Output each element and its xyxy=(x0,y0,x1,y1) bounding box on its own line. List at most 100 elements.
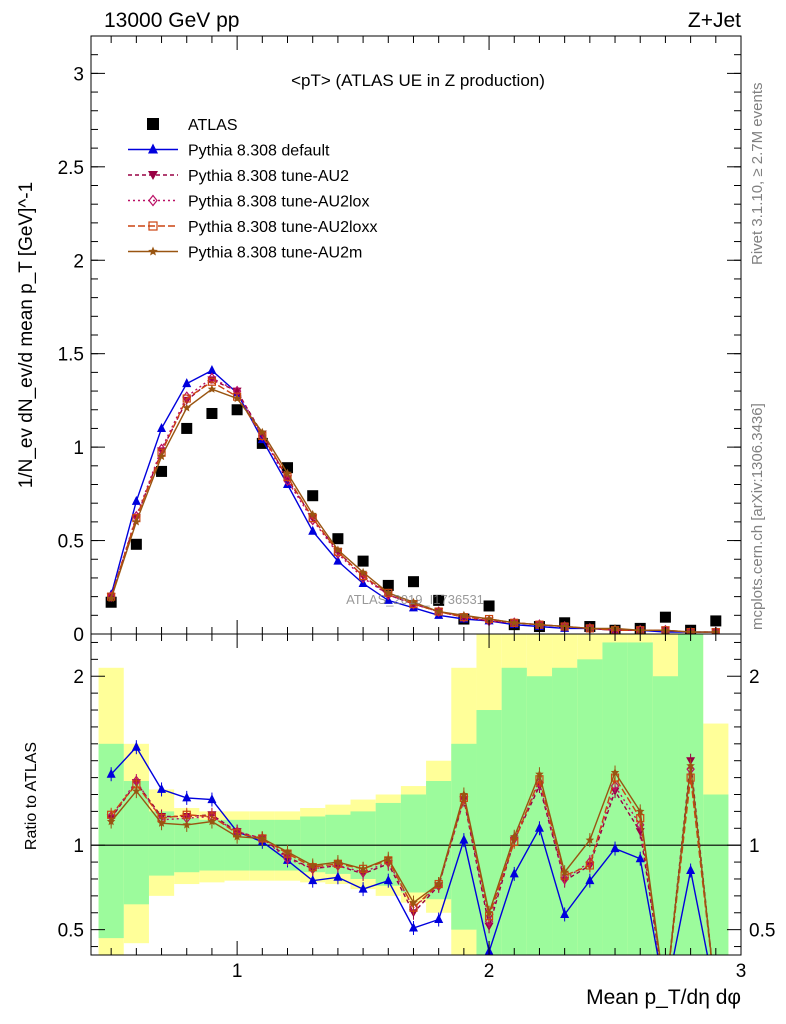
ytick-label: 1.5 xyxy=(58,345,84,366)
ytick-label: 2 xyxy=(73,251,84,272)
xtick-label: 1 xyxy=(232,961,243,982)
legend-label: Pythia 8.308 tune-AU2lox xyxy=(188,194,369,211)
ratio-point xyxy=(509,868,519,878)
data-point xyxy=(560,622,569,631)
ratio-ytick-label-right: 0.5 xyxy=(749,921,775,942)
data-point xyxy=(484,614,494,623)
data-point xyxy=(434,607,443,616)
data-point xyxy=(407,576,419,588)
legend-label: Pythia 8.308 tune-AU2loxx xyxy=(188,219,377,236)
ratio-point xyxy=(434,914,444,924)
legend-entry-pythia-8-308-tune-au2lox: Pythia 8.308 tune-AU2lox xyxy=(128,194,369,211)
ratio-point xyxy=(384,854,393,863)
data-point xyxy=(358,567,368,576)
data-point xyxy=(130,538,142,550)
data-point xyxy=(308,509,317,518)
ratio-plot-area xyxy=(106,740,713,955)
ratio-point xyxy=(459,834,469,844)
data-point xyxy=(132,517,141,526)
ratio-point xyxy=(585,875,595,885)
legend-marker xyxy=(148,143,158,154)
band-1sigma xyxy=(577,659,603,955)
ratio-point xyxy=(333,857,343,866)
ratio-point xyxy=(560,867,569,876)
legend-label: Pythia 8.308 tune-AU2m xyxy=(188,245,362,262)
ratio-point xyxy=(434,879,443,888)
ratio-series-pythia-8-308-tune-au2m xyxy=(106,758,712,955)
ratio-point xyxy=(585,861,594,870)
ratio-point xyxy=(686,773,695,782)
ratio-uncertainty-bands xyxy=(91,634,741,955)
rivet-info-text: Rivet 3.1.10, ≥ 2.7M events xyxy=(749,83,766,266)
main-ylabel: 1/N_ev dN_ev/d mean p_T [GeV]^-1 xyxy=(16,182,37,488)
data-point xyxy=(157,452,166,461)
ratio-point xyxy=(635,806,645,815)
ratio-ytick-label-right: 1 xyxy=(749,836,760,857)
data-point xyxy=(157,422,167,432)
ratio-point xyxy=(610,843,620,853)
ratio-point xyxy=(308,875,318,885)
legend-marker xyxy=(147,118,159,130)
legend-marker xyxy=(148,221,158,231)
legend-label: Pythia 8.308 default xyxy=(188,143,330,160)
data-point xyxy=(357,555,369,567)
data-point xyxy=(535,620,544,629)
mcplots-info-text: mcplots.cern.ch [arXiv:1306.3436] xyxy=(749,403,766,630)
ratio-point xyxy=(333,871,343,881)
ratio-point xyxy=(510,832,519,841)
data-point xyxy=(459,610,469,619)
data-point xyxy=(710,615,722,627)
ratio-point xyxy=(686,865,696,875)
ratio-ytick-label-right: 2 xyxy=(749,667,760,688)
ratio-point xyxy=(585,835,595,844)
ratio-point xyxy=(182,820,191,829)
ytick-label: 0.5 xyxy=(58,532,84,553)
ratio-point xyxy=(106,768,116,778)
process-label: Z+Jet xyxy=(688,9,741,32)
ratio-point xyxy=(686,761,695,770)
data-point xyxy=(283,479,293,488)
ratio-point xyxy=(459,790,469,799)
ratio-point xyxy=(207,794,217,804)
ratio-point xyxy=(610,768,620,777)
data-point xyxy=(231,404,243,416)
band-1sigma xyxy=(703,794,729,955)
legend-label: Pythia 8.308 tune-AU2 xyxy=(188,168,349,185)
band-1sigma xyxy=(552,667,578,955)
legend-marker xyxy=(148,171,158,180)
legend-entry-pythia-8-308-tune-au2m: Pythia 8.308 tune-AU2m xyxy=(128,245,362,262)
data-point xyxy=(182,403,191,412)
data-point xyxy=(283,468,292,477)
ratio-point xyxy=(560,873,569,885)
data-point xyxy=(308,525,318,535)
energy-label: 13000 GeV pp xyxy=(104,9,239,32)
ratio-point xyxy=(258,833,267,843)
data-point xyxy=(384,588,393,597)
data-point xyxy=(256,437,268,449)
xtick-label: 3 xyxy=(736,961,747,982)
data-point xyxy=(433,594,445,606)
ratio-point xyxy=(106,817,116,826)
data-point xyxy=(106,591,116,603)
ratio-point xyxy=(131,741,141,751)
legend-marker xyxy=(148,246,158,256)
data-point xyxy=(283,475,292,487)
ratio-panel: 0.5 0.5 1 1 2 2 1 2 3 Ratio to ATLAS Mean p_T/dη… xyxy=(23,633,775,1009)
ratio-point xyxy=(182,792,192,802)
legend-entry-pythia-8-308-tune-au2loxx: Pythia 8.308 tune-AU2loxx xyxy=(128,219,377,236)
data-point xyxy=(358,572,368,584)
ratio-point xyxy=(283,847,292,856)
data-point xyxy=(106,594,116,603)
ratio-ytick-label: 1 xyxy=(73,836,84,857)
legend-entry-pythia-8-308-tune-au2: Pythia 8.308 tune-AU2 xyxy=(128,168,349,185)
ratio-point xyxy=(358,864,368,873)
ytick-label: 2.5 xyxy=(58,158,84,179)
ytick-label: 3 xyxy=(73,64,84,85)
data-point xyxy=(207,384,217,393)
data-point xyxy=(333,555,343,565)
ratio-point xyxy=(409,898,418,907)
ratio-point xyxy=(560,908,570,918)
ratio-point xyxy=(408,922,418,932)
watermark-text: ATLAS_2019_I1736531 xyxy=(346,592,484,607)
